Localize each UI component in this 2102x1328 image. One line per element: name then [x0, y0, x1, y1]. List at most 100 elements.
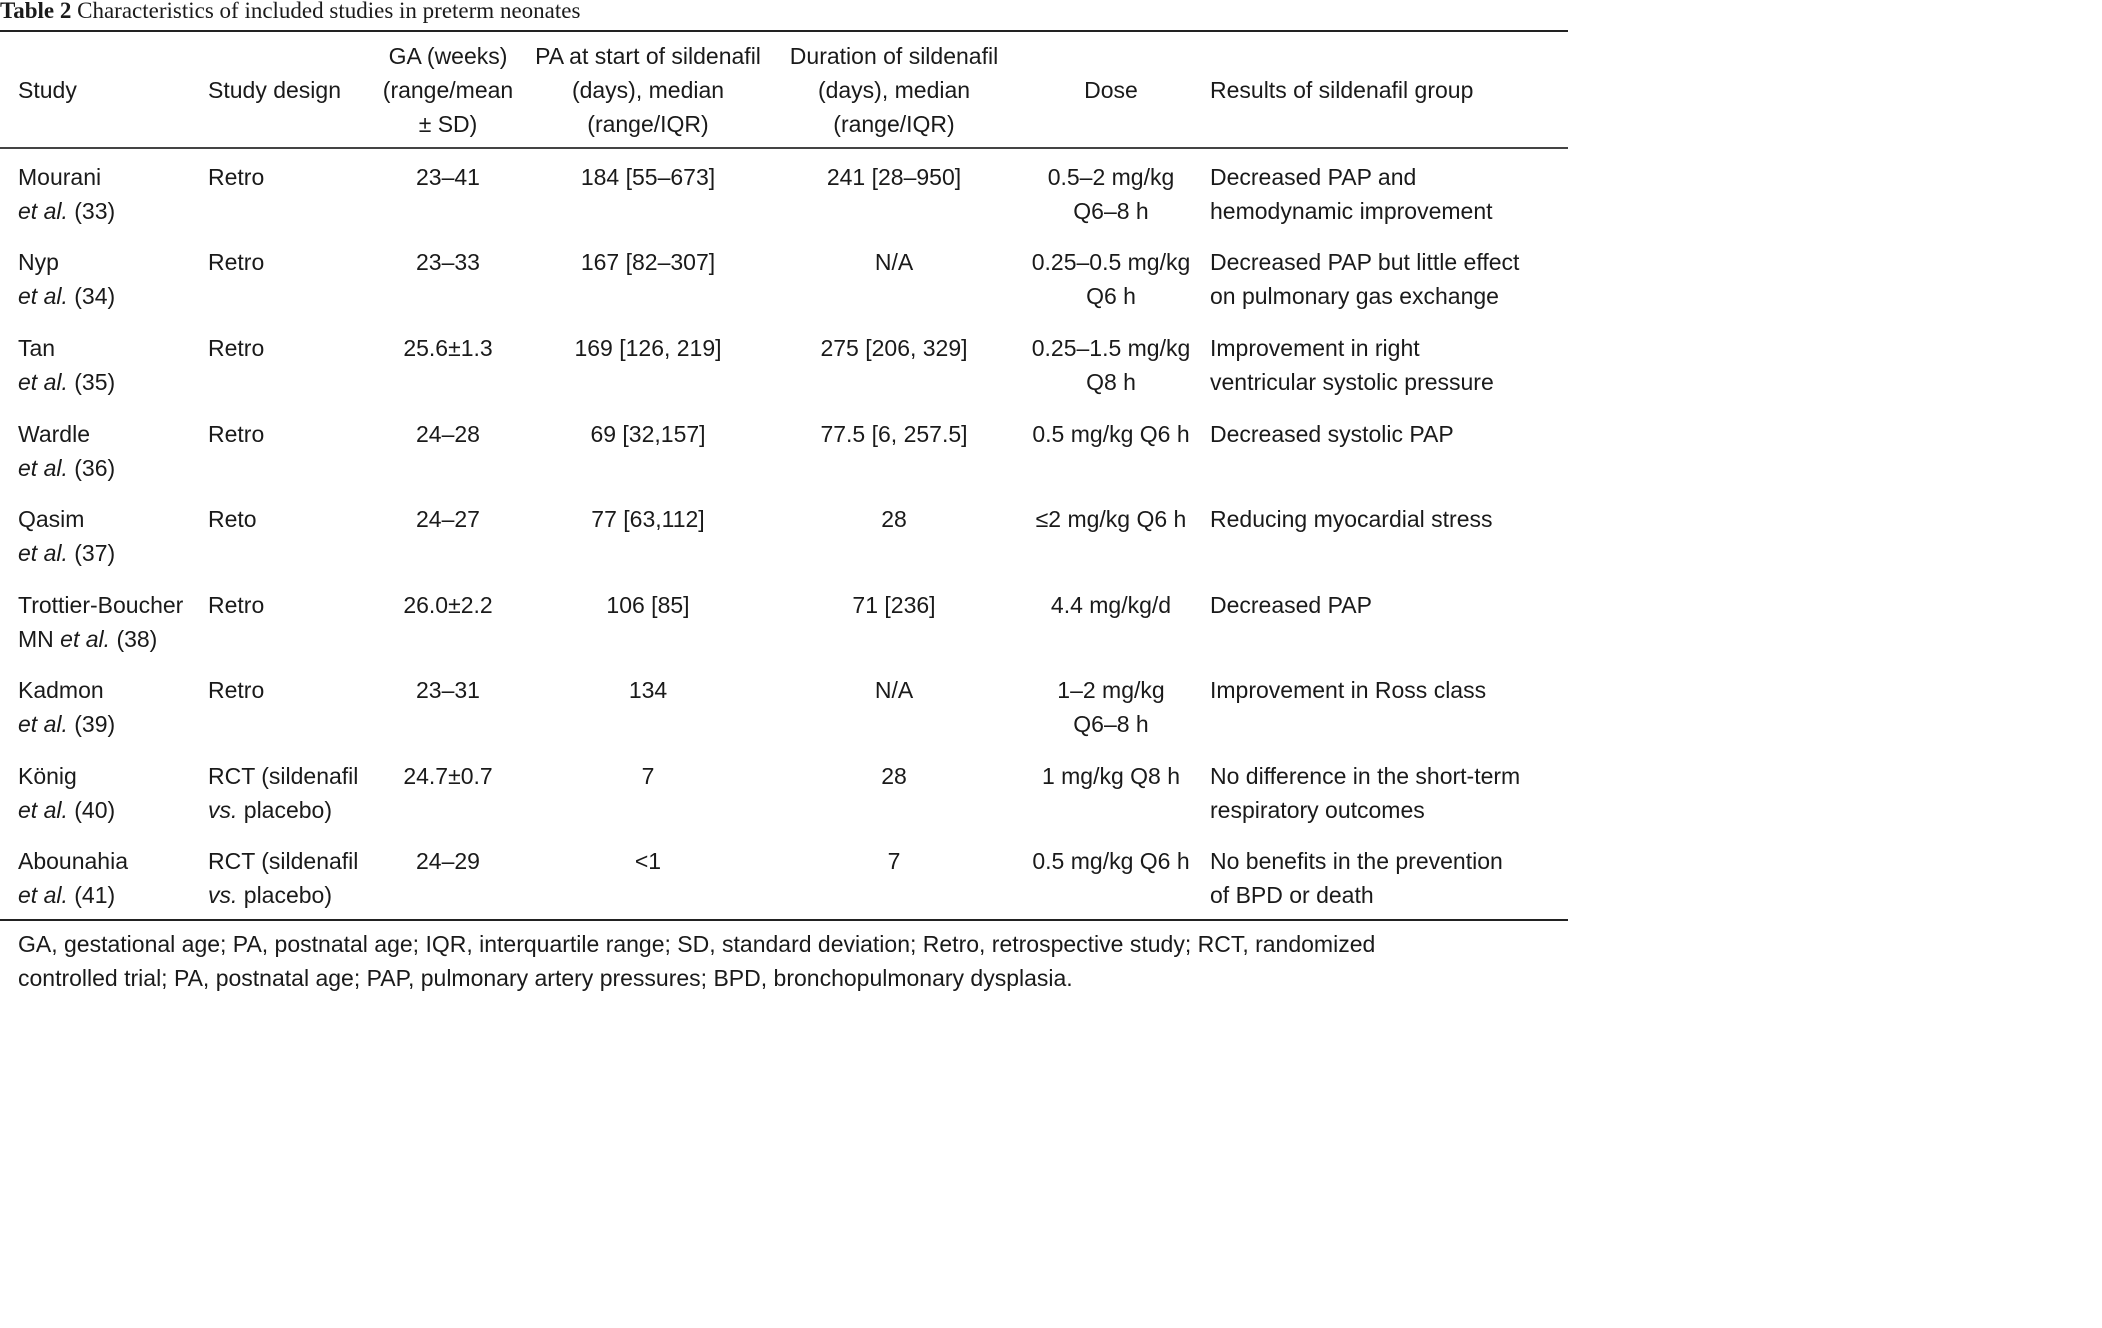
dose-cell: 1–2 mg/kg Q6–8 h: [1014, 673, 1208, 741]
design-line: Retro: [208, 592, 265, 618]
column-header-line: (days), median: [817, 77, 971, 103]
study-etal: et al.: [18, 540, 68, 566]
design-cell: Retro: [208, 673, 373, 707]
design-cell: Retro: [208, 160, 373, 194]
ga-cell: 24–29: [378, 844, 518, 878]
study-name: König: [18, 763, 77, 789]
study-etal: et al.: [18, 198, 68, 224]
column-header-line: Results of sildenafil group: [1210, 77, 1474, 103]
study-citation: et al. (37): [18, 536, 203, 570]
study-cell: Abounahia et al. (41): [18, 844, 203, 912]
table-label: Table 2: [0, 0, 72, 23]
footnote-line: controlled trial; PA, postnatal age; PAP…: [18, 965, 1073, 991]
results-line: on pulmonary gas exchange: [1210, 283, 1499, 309]
study-etal: et al.: [18, 882, 68, 908]
column-header-line: GA (weeks): [388, 43, 508, 69]
dose-cell: 0.25–1.5 mg/kg Q8 h: [1014, 331, 1208, 399]
study-name: Wardle: [18, 421, 90, 447]
study-citation: et al. (39): [18, 707, 203, 741]
duration-value: 241 [28–950]: [826, 164, 962, 190]
ga-cell: 26.0±2.2: [378, 588, 518, 622]
pa-cell: 69 [32,157]: [522, 417, 774, 451]
design-line: Retro: [208, 249, 265, 275]
study-citation: MN et al. (38): [18, 622, 203, 656]
table-footnote: GA, gestational age; PA, postnatal age; …: [18, 927, 1558, 995]
design-cell: Retro: [208, 588, 373, 622]
column-header-line: Duration of sildenafil: [789, 43, 999, 69]
duration-value: N/A: [874, 677, 914, 703]
design-cell: Retro: [208, 245, 373, 279]
column-header-line: PA at start of sildenafil: [535, 43, 761, 69]
results-cell: Decreased PAP and hemodynamic improvement: [1210, 160, 1560, 228]
dose-cell: 4.4 mg/kg/d: [1014, 588, 1208, 622]
ga-value: 24.7±0.7: [403, 763, 493, 789]
results-line: Improvement in right: [1210, 335, 1420, 361]
dose-line: 0.5–2 mg/kg: [1047, 164, 1175, 190]
duration-cell: 77.5 [6, 257.5]: [778, 417, 1010, 451]
pa-cell: 169 [126, 219]: [522, 331, 774, 365]
study-reference: (36): [74, 455, 116, 481]
design-line: vs. placebo): [208, 878, 373, 912]
results-line: ventricular systolic pressure: [1210, 369, 1494, 395]
study-name: Mourani: [18, 164, 102, 190]
column-header: GA (weeks) (range/mean ± SD): [378, 39, 518, 141]
duration-value: 71 [236]: [852, 592, 936, 618]
table-title: Characteristics of included studies in p…: [77, 0, 581, 23]
column-header: PA at start of sildenafil (days), median (…: [522, 39, 774, 141]
dose-line: 0.5 mg/kg Q6 h: [1032, 848, 1190, 874]
study-etal: et al.: [18, 283, 68, 309]
design-cell: RCT (sildenafil vs. placebo): [208, 759, 373, 827]
pa-value: 69 [32,157]: [590, 421, 706, 447]
column-header-line: (range/IQR): [587, 111, 709, 137]
design-line: Retro: [208, 164, 265, 190]
study-etal: et al.: [18, 797, 68, 823]
duration-cell: 28: [778, 759, 1010, 793]
ga-value: 23–41: [416, 164, 480, 190]
ga-value: 25.6±1.3: [403, 335, 493, 361]
results-line: Decreased PAP: [1210, 592, 1372, 618]
ga-value: 24–28: [416, 421, 480, 447]
study-name: Qasim: [18, 506, 85, 532]
design-line: Retro: [208, 677, 265, 703]
pa-value: 167 [82–307]: [580, 249, 716, 275]
results-cell: Reducing myocardial stress: [1210, 502, 1560, 536]
duration-cell: 71 [236]: [778, 588, 1010, 622]
results-line: of BPD or death: [1210, 882, 1374, 908]
duration-cell: 28: [778, 502, 1010, 536]
ga-cell: 24–27: [378, 502, 518, 536]
study-citation: et al. (36): [18, 451, 203, 485]
study-reference: (37): [74, 540, 116, 566]
pa-cell: 77 [63,112]: [522, 502, 774, 536]
dose-line: 1 mg/kg Q8 h: [1041, 763, 1181, 789]
pa-cell: 184 [55–673]: [522, 160, 774, 194]
study-reference: (40): [74, 797, 116, 823]
table-caption: Table 2 Characteristics of included stud…: [0, 0, 580, 26]
study-reference: (33): [74, 198, 116, 224]
duration-value: 28: [881, 506, 907, 532]
column-header-line: (range/IQR): [833, 111, 955, 137]
design-line: RCT (sildenafil: [208, 763, 359, 789]
study-cell: Mourani et al. (33): [18, 160, 203, 228]
pa-value: 77 [63,112]: [591, 506, 705, 532]
study-citation: et al. (33): [18, 194, 203, 228]
column-header-line: Study design: [208, 77, 341, 103]
design-cell: Retro: [208, 331, 373, 365]
dose-line: 0.25–1.5 mg/kg: [1031, 335, 1191, 361]
column-header: Study design: [208, 39, 373, 141]
duration-cell: N/A: [778, 245, 1010, 279]
design-line: Retro: [208, 421, 265, 447]
results-line: hemodynamic improvement: [1210, 198, 1493, 224]
results-line: Improvement in Ross class: [1210, 677, 1487, 703]
dose-cell: ≤2 mg/kg Q6 h: [1014, 502, 1208, 536]
study-etal: et al.: [18, 369, 68, 395]
column-header-line: Study: [18, 77, 77, 103]
study-name: Abounahia: [18, 848, 128, 874]
design-line: Reto: [208, 506, 257, 532]
dose-line: Q8 h: [1086, 369, 1136, 395]
ga-value: 24–29: [416, 848, 480, 874]
study-name-suffix: MN: [18, 626, 54, 652]
dose-cell: 0.5 mg/kg Q6 h: [1014, 417, 1208, 451]
results-cell: No difference in the short-term respirato…: [1210, 759, 1560, 827]
dose-cell: 0.25–0.5 mg/kg Q6 h: [1014, 245, 1208, 313]
pa-cell: 167 [82–307]: [522, 245, 774, 279]
